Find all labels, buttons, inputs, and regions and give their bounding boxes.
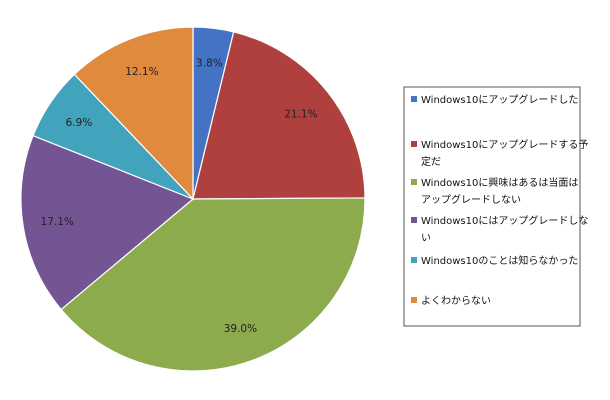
legend: Windows10にアップグレードした Windows10にアップグレードする予定… <box>403 86 588 327</box>
pie-value-label-2: 21.1% <box>284 109 317 121</box>
pie-value-label-6: 12.1% <box>125 66 158 78</box>
pie-slice-3 <box>60 197 366 372</box>
pie-value-label-4: 17.1% <box>41 216 74 228</box>
pie-slice-6 <box>73 26 194 201</box>
legend-swatch-2 <box>411 141 417 147</box>
legend-label-3: Windows10に興味はあるは当面はアップグレードしない <box>421 176 578 206</box>
legend-label-6: よくわからない <box>421 295 491 307</box>
legend-label-1: Windows10にアップグレードした <box>421 93 578 106</box>
legend-label-5: Windows10のことは知らなかった <box>421 254 578 267</box>
legend-swatch-1 <box>411 96 417 102</box>
pie-value-labels: 3.8% 21.1% 39.0% 17.1% 6.9% 12.1% <box>41 57 318 335</box>
legend-label-2: Windows10にアップグレードする予定だ <box>421 138 588 168</box>
pie-slice-2 <box>192 31 366 200</box>
pie-slices <box>20 26 366 372</box>
pie-value-label-5: 6.9% <box>66 117 93 129</box>
legend-swatch-4 <box>411 217 417 223</box>
legend-swatch-3 <box>411 179 417 185</box>
legend-frame <box>403 86 581 327</box>
legend-swatch-6 <box>411 297 417 303</box>
pie-slice-4 <box>20 134 195 311</box>
pie-value-label-1: 3.8% <box>196 57 223 69</box>
legend-label-4: Windows10にはアップグレードしない <box>421 214 588 244</box>
legend-swatch-5 <box>411 257 417 263</box>
pie-value-label-3: 39.0% <box>224 323 257 335</box>
